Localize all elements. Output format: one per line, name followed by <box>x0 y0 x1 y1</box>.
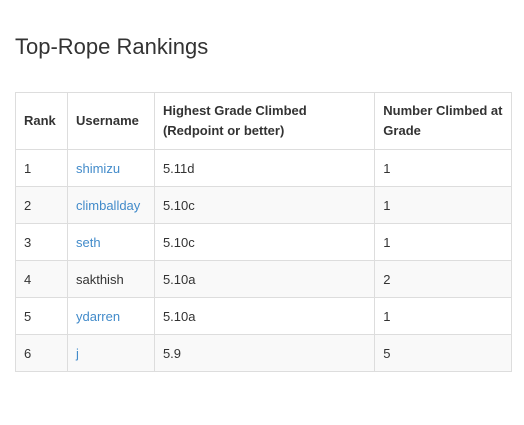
cell-username: j <box>67 335 154 372</box>
cell-rank: 6 <box>16 335 68 372</box>
table-row: 5 ydarren 5.10a 1 <box>16 298 512 335</box>
table-row: 1 shimizu 5.11d 1 <box>16 150 512 187</box>
header-username: Username <box>67 93 154 150</box>
username-link[interactable]: j <box>76 346 79 361</box>
header-rank: Rank <box>16 93 68 150</box>
page-title: Top-Rope Rankings <box>15 33 208 61</box>
cell-count: 5 <box>375 335 512 372</box>
header-highest-grade: Highest Grade Climbed (Redpoint or bette… <box>154 93 374 150</box>
cell-count: 1 <box>375 187 512 224</box>
cell-username: sakthish <box>67 261 154 298</box>
header-number-climbed: Number Climbed at Grade <box>375 93 512 150</box>
username-link[interactable]: shimizu <box>76 161 120 176</box>
cell-grade: 5.10c <box>154 187 374 224</box>
table-body: 1 shimizu 5.11d 1 2 climballday 5.10c 1 … <box>16 150 512 372</box>
cell-username: ydarren <box>67 298 154 335</box>
cell-rank: 3 <box>16 224 68 261</box>
username-link[interactable]: climballday <box>76 198 140 213</box>
cell-grade: 5.11d <box>154 150 374 187</box>
cell-username: climballday <box>67 187 154 224</box>
table-row: 2 climballday 5.10c 1 <box>16 187 512 224</box>
cell-grade: 5.10a <box>154 261 374 298</box>
cell-count: 2 <box>375 261 512 298</box>
username-text: sakthish <box>76 272 124 287</box>
cell-grade: 5.10a <box>154 298 374 335</box>
username-link[interactable]: ydarren <box>76 309 120 324</box>
cell-username: seth <box>67 224 154 261</box>
cell-count: 1 <box>375 150 512 187</box>
header-row: Rank Username Highest Grade Climbed (Red… <box>16 93 512 150</box>
username-link[interactable]: seth <box>76 235 101 250</box>
cell-rank: 5 <box>16 298 68 335</box>
cell-rank: 4 <box>16 261 68 298</box>
table-row: 6 j 5.9 5 <box>16 335 512 372</box>
table-header: Rank Username Highest Grade Climbed (Red… <box>16 93 512 150</box>
cell-rank: 1 <box>16 150 68 187</box>
rankings-table: Rank Username Highest Grade Climbed (Red… <box>15 92 512 372</box>
cell-count: 1 <box>375 224 512 261</box>
cell-username: shimizu <box>67 150 154 187</box>
cell-count: 1 <box>375 298 512 335</box>
cell-grade: 5.10c <box>154 224 374 261</box>
cell-rank: 2 <box>16 187 68 224</box>
cell-grade: 5.9 <box>154 335 374 372</box>
table-row: 4 sakthish 5.10a 2 <box>16 261 512 298</box>
table-row: 3 seth 5.10c 1 <box>16 224 512 261</box>
